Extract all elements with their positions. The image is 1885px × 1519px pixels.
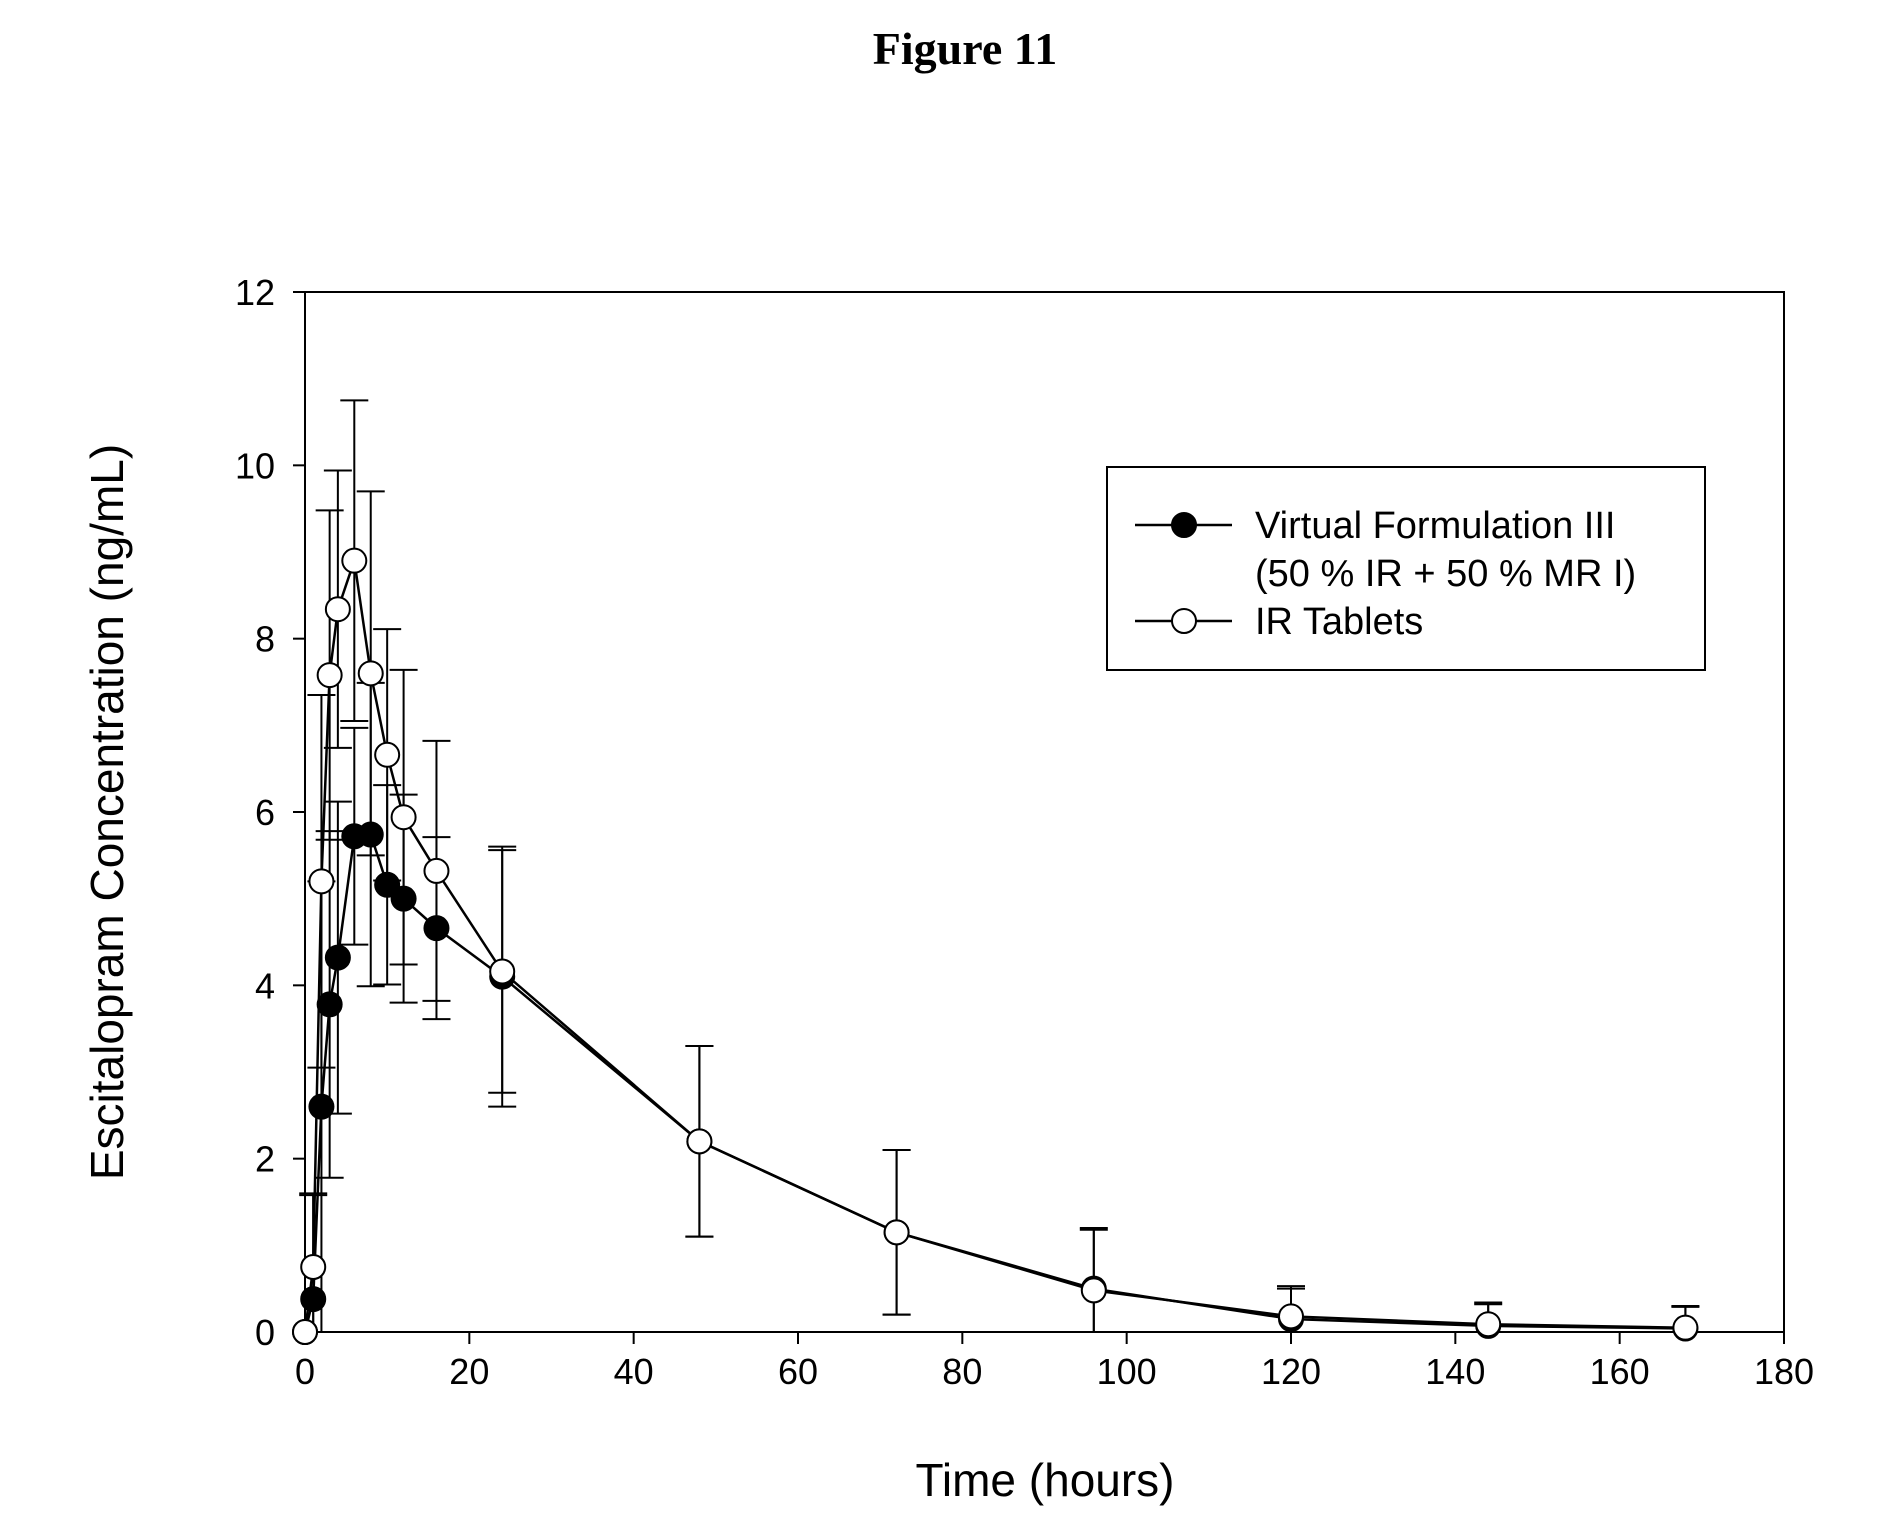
y-tick-label: 6 xyxy=(255,792,275,833)
x-tick-label: 140 xyxy=(1425,1351,1485,1392)
data-point xyxy=(687,1129,711,1153)
series-0-error-bars xyxy=(299,683,1699,1332)
y-tick-label: 4 xyxy=(255,965,275,1006)
series-0-points xyxy=(293,823,1697,1344)
data-point xyxy=(326,946,350,970)
legend-marker-0 xyxy=(1172,513,1196,537)
x-tick-label: 100 xyxy=(1097,1351,1157,1392)
data-point xyxy=(359,661,383,685)
legend: Virtual Formulation III (50 % IR + 50 % M… xyxy=(1107,467,1705,670)
y-tick-label: 2 xyxy=(255,1139,275,1180)
data-point xyxy=(318,992,342,1016)
data-point xyxy=(490,959,514,983)
plot-area-frame xyxy=(305,292,1784,1332)
data-point xyxy=(424,916,448,940)
series-0-line xyxy=(305,835,1685,1333)
data-point xyxy=(1673,1316,1697,1340)
data-point xyxy=(885,1220,909,1244)
y-tick-label: 0 xyxy=(255,1312,275,1353)
x-tick-label: 60 xyxy=(778,1351,818,1392)
data-point xyxy=(342,549,366,573)
data-point xyxy=(424,859,448,883)
legend-label-0: (50 % IR + 50 % MR I) xyxy=(1255,553,1636,595)
x-axis-label: Time (hours) xyxy=(916,1454,1175,1506)
legend-label-1: IR Tablets xyxy=(1255,601,1423,643)
y-tick-label: 10 xyxy=(235,445,275,486)
data-point xyxy=(1279,1304,1303,1328)
data-point xyxy=(1476,1312,1500,1336)
data-point xyxy=(392,887,416,911)
data-point xyxy=(326,597,350,621)
x-tick-label: 80 xyxy=(942,1351,982,1392)
x-tick-label: 160 xyxy=(1590,1351,1650,1392)
data-point xyxy=(301,1255,325,1279)
data-point xyxy=(309,1095,333,1119)
data-point xyxy=(359,823,383,847)
data-point xyxy=(293,1320,317,1344)
x-tick-label: 0 xyxy=(295,1351,315,1392)
x-tick-label: 120 xyxy=(1261,1351,1321,1392)
data-point xyxy=(375,743,399,767)
x-tick-label: 40 xyxy=(614,1351,654,1392)
data-point xyxy=(392,805,416,829)
y-tick-label: 8 xyxy=(255,619,275,660)
data-point xyxy=(301,1287,325,1311)
legend-marker-1 xyxy=(1172,609,1196,633)
x-tick-label: 20 xyxy=(449,1351,489,1392)
series-1-line xyxy=(305,561,1685,1332)
axis-ticks: 0 20 40 60 80 100 120 140 160 180 0 2 4 6 8 10 12 xyxy=(235,272,1814,1392)
data-point xyxy=(318,663,342,687)
legend-label-0: Virtual Formulation III xyxy=(1255,505,1615,547)
data-point xyxy=(309,869,333,893)
y-tick-label: 12 xyxy=(235,272,275,313)
x-tick-label: 180 xyxy=(1754,1351,1814,1392)
data-point xyxy=(1082,1278,1106,1302)
y-axis-label: Escitalopram Concentration (ng/mL) xyxy=(81,444,133,1180)
